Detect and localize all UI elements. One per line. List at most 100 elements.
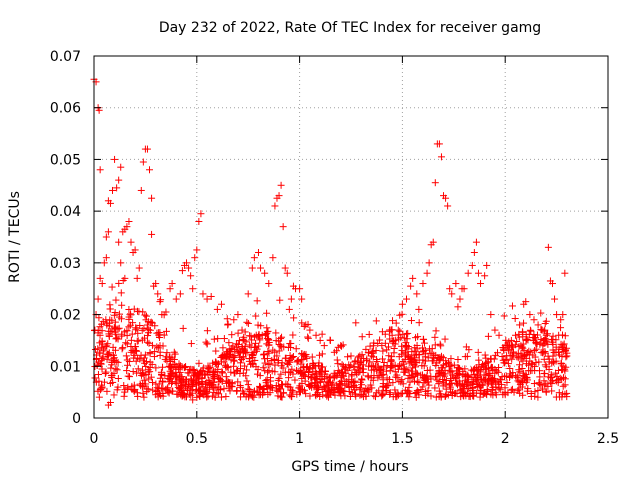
data-point <box>129 367 137 375</box>
data-point <box>284 344 292 352</box>
data-point <box>233 367 241 375</box>
data-point <box>211 375 219 383</box>
data-point <box>204 392 212 400</box>
data-point <box>147 373 155 381</box>
data-point <box>369 342 377 350</box>
data-point <box>372 317 380 325</box>
data-point <box>477 366 485 374</box>
data-point <box>536 380 544 388</box>
data-point <box>346 364 354 372</box>
data-point <box>382 367 390 375</box>
data-point <box>127 336 135 344</box>
data-point <box>463 352 471 360</box>
data-point <box>98 327 106 335</box>
data-point <box>274 359 282 367</box>
data-point <box>278 393 286 401</box>
plot-frame <box>93 55 609 419</box>
data-point <box>484 358 492 366</box>
data-point <box>470 249 478 257</box>
data-point <box>543 363 551 371</box>
data-point <box>541 370 549 378</box>
data-point <box>448 290 456 298</box>
data-point <box>316 336 324 344</box>
data-point <box>301 372 309 380</box>
data-point <box>351 357 359 365</box>
data-point <box>256 382 264 390</box>
data-point <box>132 326 140 334</box>
data-point <box>120 382 128 390</box>
data-point <box>219 344 227 352</box>
x-tick-label: 0.5 <box>186 431 208 447</box>
data-point <box>105 349 113 357</box>
data-point <box>508 302 516 310</box>
data-point <box>472 238 480 246</box>
data-point <box>117 259 125 267</box>
data-point <box>106 398 114 406</box>
data-point <box>306 326 314 334</box>
data-point <box>130 347 138 355</box>
data-point <box>365 385 373 393</box>
data-point <box>381 339 389 347</box>
data-point <box>437 364 445 372</box>
data-point <box>292 345 300 353</box>
data-point <box>152 364 160 372</box>
data-point <box>500 312 508 320</box>
data-point <box>284 380 292 388</box>
data-point <box>199 290 207 298</box>
data-point <box>313 375 321 383</box>
data-point <box>126 373 134 381</box>
data-point <box>162 327 170 335</box>
data-point <box>347 378 355 386</box>
data-point <box>213 305 221 313</box>
data-point <box>210 335 218 343</box>
data-point <box>437 342 445 350</box>
data-point <box>203 327 211 335</box>
data-point <box>396 361 404 369</box>
data-point <box>240 389 248 397</box>
data-point <box>314 362 322 370</box>
data-point <box>205 365 213 373</box>
data-point <box>432 361 440 369</box>
data-point <box>420 339 428 347</box>
data-point <box>195 217 203 225</box>
data-point <box>322 387 330 395</box>
data-point <box>413 370 421 378</box>
data-point <box>442 194 450 202</box>
data-point <box>338 361 346 369</box>
data-point <box>264 360 272 368</box>
data-point <box>245 392 253 400</box>
data-point <box>550 358 558 366</box>
data-point <box>367 366 375 374</box>
data-point <box>518 343 526 351</box>
data-point <box>383 346 391 354</box>
data-point <box>197 210 205 218</box>
data-point <box>118 301 126 309</box>
data-point <box>142 362 150 370</box>
data-point <box>236 381 244 389</box>
data-point <box>506 370 514 378</box>
data-point <box>530 337 538 345</box>
data-point <box>435 355 443 363</box>
data-point <box>188 389 196 397</box>
data-point <box>468 261 476 269</box>
data-point <box>293 366 301 374</box>
data-point <box>187 340 195 348</box>
data-point <box>534 321 542 329</box>
data-point <box>128 385 136 393</box>
data-point <box>542 317 550 325</box>
data-point <box>410 360 418 368</box>
data-point <box>115 324 123 332</box>
data-point <box>259 391 267 399</box>
data-point <box>358 351 366 359</box>
data-point <box>441 335 449 343</box>
data-point <box>197 390 205 398</box>
data-point <box>224 320 232 328</box>
data-point <box>399 358 407 366</box>
data-point <box>527 327 535 335</box>
data-point <box>246 332 254 340</box>
data-point <box>233 387 241 395</box>
data-point <box>277 181 285 189</box>
data-point <box>398 300 406 308</box>
data-point <box>272 329 280 337</box>
data-point <box>144 332 152 340</box>
